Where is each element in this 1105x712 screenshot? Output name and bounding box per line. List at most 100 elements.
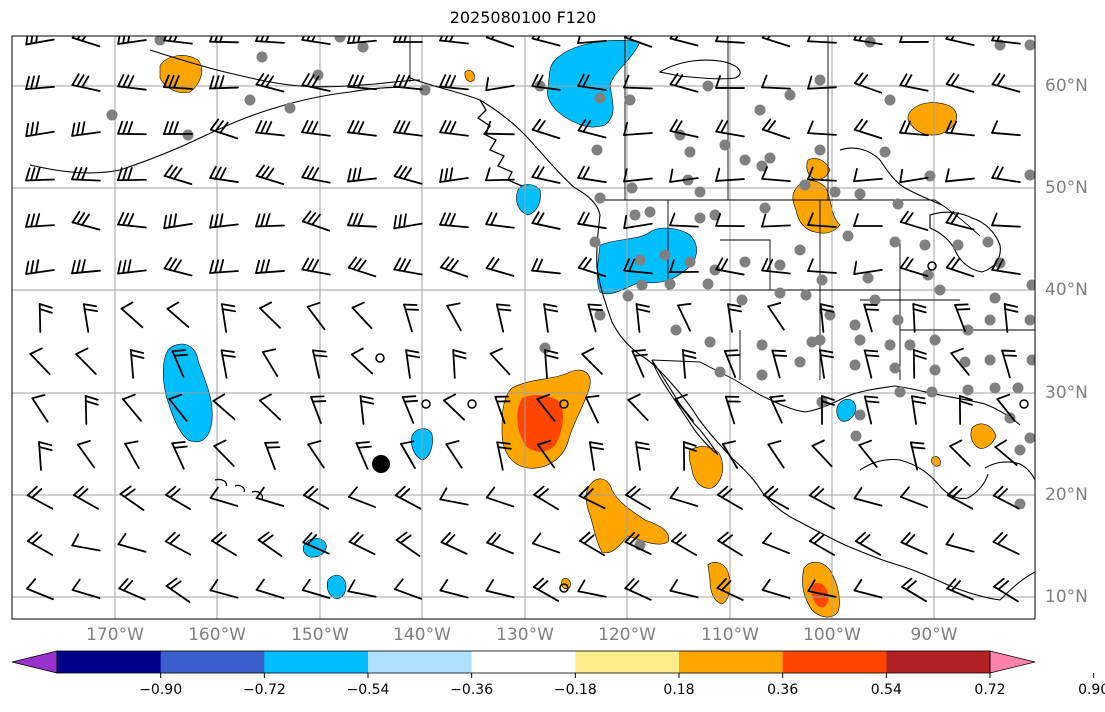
station-marker <box>1024 314 1035 326</box>
wind-barb <box>991 165 1021 184</box>
wind-barb <box>715 257 745 276</box>
coastline-caribbean <box>984 461 1035 481</box>
wind-barb <box>991 257 1021 275</box>
station-marker <box>982 236 994 248</box>
wind-barb <box>635 303 651 333</box>
colorbar-tick-label: −0.18 <box>553 682 597 698</box>
wind-barb <box>401 395 419 424</box>
wind-barb <box>946 578 974 601</box>
station-marker <box>922 269 934 281</box>
coastline-central-america <box>999 571 1035 601</box>
wind-barb <box>669 36 699 47</box>
wind-barb <box>533 485 559 511</box>
colorbar-max-extend <box>989 650 1036 674</box>
station-marker <box>854 334 866 346</box>
wind-barb <box>452 349 467 379</box>
station-marker <box>756 369 768 381</box>
wind-barb <box>821 395 835 425</box>
wind-barb <box>853 72 883 94</box>
wind-barb <box>854 531 882 556</box>
wind-barb <box>355 441 372 470</box>
wind-barb <box>958 395 973 425</box>
wind-barb <box>212 393 236 421</box>
wind-barb <box>347 119 377 137</box>
wind-barb <box>762 532 790 555</box>
wind-barb <box>347 167 377 183</box>
wind-barb <box>531 118 561 140</box>
longitude-label: 110°W <box>701 625 759 645</box>
wind-barb <box>209 259 239 274</box>
wind-barb <box>761 578 791 599</box>
wind-barb <box>301 578 331 599</box>
wind-barb <box>912 349 927 379</box>
negative-field-blob <box>516 184 541 216</box>
coastline-west-coast <box>409 77 1001 601</box>
wind-barbs <box>25 36 1021 603</box>
wind-barb <box>808 531 836 556</box>
wind-barb <box>945 168 975 183</box>
wind-barb <box>945 36 975 47</box>
wind-barb <box>715 75 745 89</box>
wind-barb <box>393 213 423 230</box>
station-marker <box>594 192 606 204</box>
wind-barb <box>211 531 237 557</box>
station-marker <box>659 249 671 261</box>
wind-barb <box>486 532 514 555</box>
station-marker <box>952 239 964 251</box>
wind-barb <box>168 393 188 422</box>
wind-barb <box>853 486 883 507</box>
strong-positive-field-blob <box>811 582 829 608</box>
station-marker <box>962 324 974 336</box>
coastline-hudson <box>839 147 943 206</box>
wind-barb <box>623 214 653 230</box>
wind-barb <box>543 303 559 333</box>
latitude-label: 20°N <box>1045 485 1088 505</box>
station-marker <box>756 160 768 172</box>
station-marker <box>1024 39 1035 51</box>
wind-barb <box>531 258 561 275</box>
border-us-canada <box>600 199 981 237</box>
wind-barb <box>163 74 193 90</box>
wind-barb <box>912 303 927 333</box>
positive-field-blob <box>970 423 997 449</box>
positive-field-blob <box>806 158 831 180</box>
wind-barb <box>255 164 285 186</box>
colorbar-tick-label: 0.54 <box>870 682 902 698</box>
longitude-label: 160°W <box>188 625 246 645</box>
wind-barb <box>495 303 512 333</box>
wind-barb <box>301 119 331 137</box>
station-marker <box>1024 169 1035 181</box>
wind-barb <box>25 167 55 182</box>
station-marker <box>626 182 638 194</box>
colorbar-segment <box>368 651 473 673</box>
wind-barb <box>853 168 883 183</box>
wind-barb <box>82 303 98 333</box>
wind-barb <box>577 118 607 139</box>
station-marker <box>849 319 861 331</box>
wind-barb <box>767 440 785 469</box>
wind-barb <box>771 349 788 379</box>
wind-barb <box>255 259 285 274</box>
wind-barb <box>255 578 285 600</box>
wind-barb <box>485 211 515 229</box>
wind-barb <box>489 347 511 376</box>
wind-barb <box>213 439 235 467</box>
wind-barb <box>485 486 515 508</box>
station-marker <box>984 354 996 366</box>
wind-barb <box>674 393 694 422</box>
station-marker <box>764 152 776 164</box>
wind-barb <box>120 301 144 329</box>
latitude-label: 30°N <box>1045 383 1088 403</box>
station-marker <box>800 289 812 301</box>
wind-barb <box>26 578 54 601</box>
colorbar-segment <box>264 651 369 673</box>
wind-barb <box>439 578 469 599</box>
station-marker <box>892 314 904 326</box>
wind-barb <box>393 257 423 276</box>
wind-barb <box>25 259 55 275</box>
wind-barb <box>220 303 236 333</box>
wind-barb <box>301 73 331 92</box>
wind-barb <box>761 258 791 275</box>
wind-barb <box>716 485 744 510</box>
wind-barb <box>31 394 49 423</box>
